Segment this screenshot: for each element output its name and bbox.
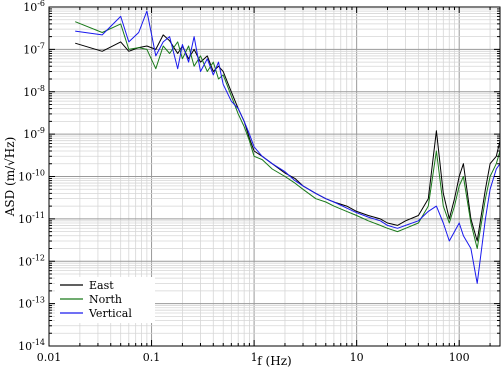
y-tick-label: 10-10 — [18, 169, 45, 184]
y-tick-label: 10-11 — [18, 211, 45, 226]
series-group — [75, 10, 501, 284]
y-tick-label: 10-8 — [23, 84, 45, 99]
y-tick-label: 10-12 — [18, 253, 45, 268]
legend-label-vertical: Vertical — [88, 307, 132, 320]
legend-label-east: East — [89, 279, 114, 292]
tick-labels: 0.01 0.1 1 10 100 10-14 10-13 10-12 10-11 10-10 10… — [18, 0, 470, 364]
y-tick-label: 10-14 — [18, 338, 45, 353]
y-tick-label: 10-9 — [23, 126, 45, 141]
y-tick-label: 10-7 — [23, 41, 45, 56]
y-tick-label: 10-13 — [18, 296, 45, 311]
axis-ticks — [48, 6, 500, 347]
x-axis-label: f (Hz) — [257, 354, 291, 368]
legend-label-north: North — [89, 293, 122, 306]
y-axis-label: ASD (m/√Hz) — [3, 137, 17, 218]
x-tick-label: 100 — [449, 351, 470, 364]
x-tick-label: 0.01 — [37, 351, 62, 364]
series-line-vertical — [75, 10, 501, 284]
x-tick-label: 10 — [350, 351, 364, 364]
y-tick-label: 10-6 — [23, 0, 45, 14]
x-tick-label: 0.1 — [143, 351, 161, 364]
series-line-north — [75, 21, 501, 249]
x-tick-label: 1 — [251, 351, 258, 364]
